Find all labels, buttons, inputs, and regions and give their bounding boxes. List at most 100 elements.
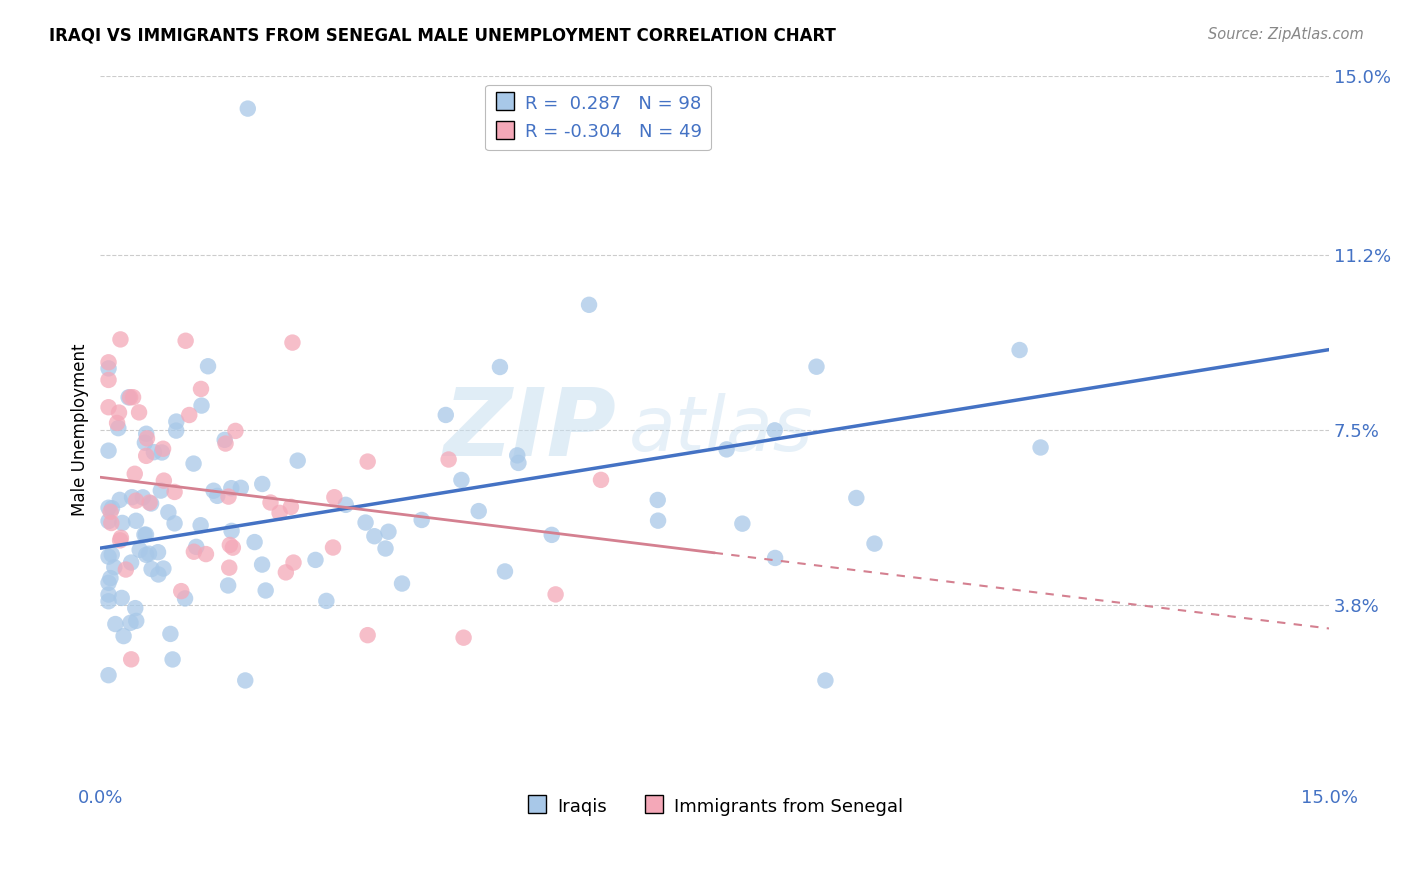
Point: [117, 390, 139, 404]
Point: [315, 594, 337, 608]
Point: [467, 504, 489, 518]
Point: [183, 545, 205, 559]
Point: [814, 673, 837, 688]
Point: [97, 355, 120, 369]
Point: [218, 560, 240, 574]
Point: [217, 578, 239, 592]
Point: [190, 382, 212, 396]
Point: [236, 102, 259, 116]
Point: [437, 452, 460, 467]
Point: [243, 535, 266, 549]
Point: [1008, 343, 1031, 357]
Point: [159, 627, 181, 641]
Point: [125, 614, 148, 628]
Point: [354, 516, 377, 530]
Point: [97, 361, 120, 376]
Point: [163, 516, 186, 531]
Point: [506, 449, 529, 463]
Point: [100, 516, 122, 530]
Point: [763, 423, 786, 437]
Point: [335, 498, 357, 512]
Point: [146, 545, 169, 559]
Point: [110, 531, 132, 545]
Point: [647, 493, 669, 508]
Point: [578, 298, 600, 312]
Point: [170, 584, 193, 599]
Point: [763, 551, 786, 566]
Point: [183, 457, 205, 471]
Legend: Iraqis, Immigrants from Senegal: Iraqis, Immigrants from Senegal: [517, 788, 912, 825]
Point: [197, 359, 219, 374]
Point: [163, 485, 186, 500]
Point: [274, 566, 297, 580]
Point: [100, 505, 122, 519]
Point: [157, 505, 180, 519]
Point: [97, 668, 120, 682]
Point: [254, 583, 277, 598]
Y-axis label: Male Unemployment: Male Unemployment: [72, 343, 89, 516]
Point: [135, 548, 157, 562]
Point: [221, 524, 243, 538]
Point: [283, 556, 305, 570]
Point: [281, 335, 304, 350]
Point: [222, 541, 245, 555]
Point: [134, 435, 156, 450]
Point: [287, 453, 309, 467]
Point: [845, 491, 868, 505]
Point: [135, 426, 157, 441]
Point: [304, 553, 326, 567]
Point: [111, 591, 134, 605]
Point: [135, 527, 157, 541]
Point: [103, 560, 125, 574]
Point: [453, 631, 475, 645]
Point: [142, 445, 165, 459]
Point: [218, 538, 240, 552]
Point: [174, 591, 197, 606]
Point: [135, 449, 157, 463]
Point: [107, 421, 129, 435]
Point: [806, 359, 828, 374]
Point: [101, 501, 124, 516]
Point: [544, 587, 567, 601]
Point: [125, 493, 148, 508]
Point: [97, 588, 120, 602]
Point: [1029, 441, 1052, 455]
Point: [128, 405, 150, 419]
Point: [108, 492, 131, 507]
Point: [134, 527, 156, 541]
Point: [115, 562, 138, 576]
Point: [174, 334, 197, 348]
Point: [108, 406, 131, 420]
Text: atlas: atlas: [628, 393, 813, 467]
Point: [104, 617, 127, 632]
Point: [105, 416, 128, 430]
Point: [97, 549, 120, 564]
Point: [97, 401, 120, 415]
Point: [128, 542, 150, 557]
Point: [97, 594, 120, 608]
Point: [280, 500, 302, 514]
Point: [374, 541, 396, 556]
Point: [152, 442, 174, 456]
Point: [229, 481, 252, 495]
Point: [120, 556, 142, 570]
Point: [111, 516, 134, 530]
Point: [97, 500, 120, 515]
Point: [357, 454, 380, 468]
Point: [190, 518, 212, 533]
Point: [252, 477, 274, 491]
Point: [136, 431, 159, 445]
Point: [214, 436, 236, 450]
Point: [122, 390, 145, 404]
Point: [202, 483, 225, 498]
Text: ZIP: ZIP: [443, 384, 616, 476]
Point: [250, 558, 273, 572]
Point: [391, 576, 413, 591]
Point: [97, 514, 120, 528]
Point: [731, 516, 754, 531]
Point: [508, 456, 530, 470]
Point: [356, 628, 378, 642]
Point: [221, 481, 243, 495]
Point: [148, 567, 170, 582]
Point: [450, 473, 472, 487]
